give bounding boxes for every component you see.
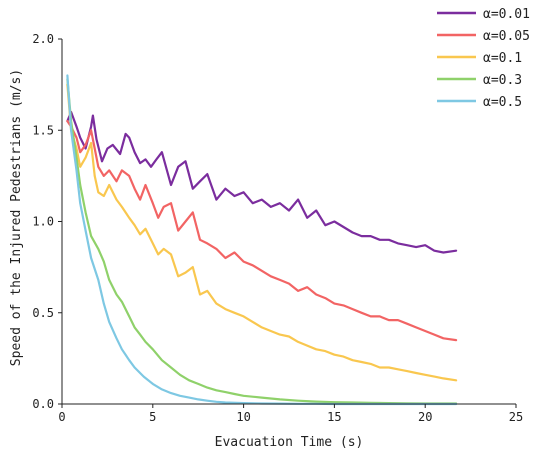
legend-label: α=0.5 bbox=[483, 95, 522, 110]
y-tick-label: 2.0 bbox=[32, 32, 54, 46]
legend: α=0.01 α=0.05 α=0.1 α=0.3 α=0.5 bbox=[437, 7, 530, 110]
x-axis-title: Evacuation Time (s) bbox=[215, 435, 364, 450]
legend-label: α=0.05 bbox=[483, 29, 530, 44]
x-tick-label: 20 bbox=[418, 410, 432, 424]
x-tick-label: 15 bbox=[327, 410, 341, 424]
legend-label: α=0.3 bbox=[483, 73, 522, 88]
series-line-2 bbox=[66, 83, 458, 382]
legend-label: α=0.01 bbox=[483, 7, 530, 22]
plot-area bbox=[66, 74, 458, 406]
series-line-0 bbox=[66, 110, 458, 254]
x-tick-label: 25 bbox=[509, 410, 523, 424]
x-tick-label: 5 bbox=[149, 410, 156, 424]
y-tick-label: 1.0 bbox=[32, 215, 54, 229]
axes: 0 5 10 15 20 25 0.0 0.5 1.0 1.5 2.0 bbox=[32, 32, 523, 424]
y-axis-title: Speed of the Injured Pedestrians (m/s) bbox=[9, 69, 24, 366]
y-tick-label: 1.5 bbox=[32, 123, 54, 137]
x-tick-label: 10 bbox=[236, 410, 250, 424]
series-line-3 bbox=[66, 77, 458, 405]
x-tick-label: 0 bbox=[58, 410, 65, 424]
series-line-1 bbox=[66, 119, 458, 342]
y-tick-label: 0.5 bbox=[32, 306, 54, 320]
legend-label: α=0.1 bbox=[483, 51, 522, 66]
y-tick-label: 0.0 bbox=[32, 397, 54, 411]
